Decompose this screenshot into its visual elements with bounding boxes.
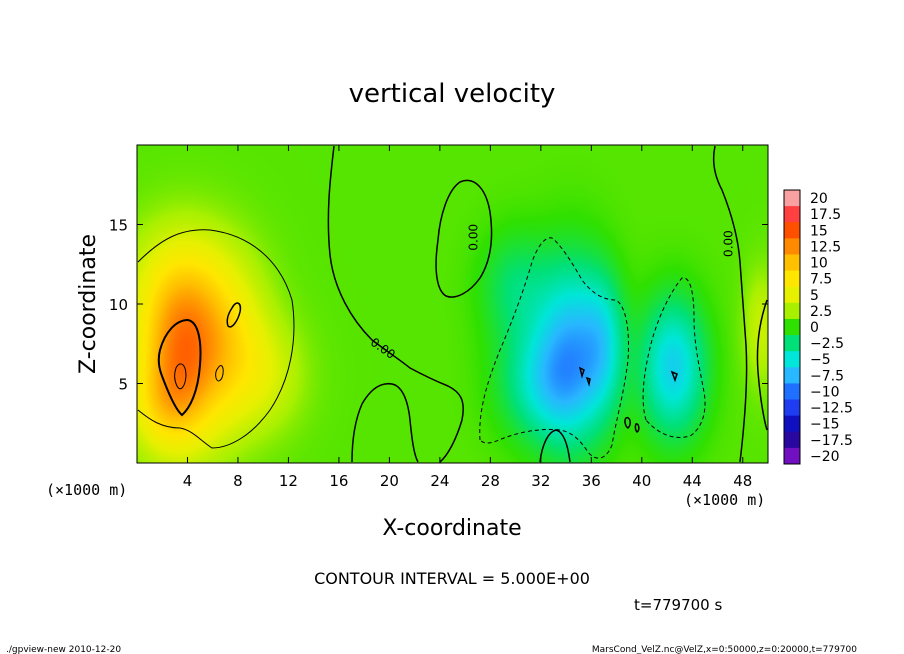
x-tick-label: 16 (329, 472, 348, 490)
x-tick-label: 28 (481, 472, 500, 490)
colorbar-swatch (784, 447, 800, 465)
colorbar-label: −15 (810, 417, 840, 433)
colorbar-label: 10 (810, 256, 828, 272)
x-unit-label-right: (×1000 m) (684, 491, 765, 509)
colorbar-swatch (784, 302, 800, 320)
contour-zero-left (137, 229, 295, 449)
y-tick-label: 10 (109, 296, 128, 314)
x-tick-label: 4 (183, 472, 193, 490)
colorbar-label: 17.5 (810, 207, 841, 223)
y-tick-label: 15 (109, 217, 128, 235)
x-tick-label: 8 (233, 472, 243, 490)
colorbar-swatch (784, 222, 800, 239)
colorbar-label: 2.5 (810, 304, 832, 320)
colorbar-label: −12.5 (810, 401, 853, 417)
colorbar-swatch (784, 383, 800, 401)
chart-title: vertical velocity (349, 79, 556, 109)
footer-left: ./gpview-new 2010-12-20 (6, 645, 121, 654)
x-tick-label: 36 (582, 472, 601, 490)
colorbar: 2017.51512.5107.552.50−2.5−5−7.5−10−12.5… (783, 189, 853, 465)
x-axis-label: X-coordinate (382, 516, 521, 541)
colorbar-swatch (784, 431, 800, 449)
colorbar-swatch (784, 367, 800, 384)
colorbar-swatch (784, 335, 800, 352)
x-unit-label-left: (×1000 m) (46, 481, 127, 499)
colorbar-label: −2.5 (810, 336, 844, 352)
heatmap-field (137, 145, 768, 463)
x-tick-label: 32 (531, 472, 550, 490)
contour-minus5-a (479, 237, 629, 459)
contour-zero-rightedge (756, 299, 768, 431)
contour-plus5-inner (174, 363, 187, 390)
x-tick-label: 48 (733, 472, 752, 490)
colorbar-swatch (784, 270, 800, 288)
colorbar-swatches (784, 190, 800, 465)
colorbar-label: 5 (810, 288, 819, 304)
colorbar-swatch (784, 415, 800, 433)
contour-zero-blob (435, 179, 493, 298)
footer-right: MarsCond_VelZ.nc@VelZ,x=0:50000,z=0:2000… (592, 645, 857, 654)
colorbar-swatch (784, 238, 800, 255)
x-axis-ticks: 4 8 12 16 20 24 28 32 36 40 44 48 (183, 145, 752, 490)
x-tick-label: 44 (683, 472, 702, 490)
contour-interval: CONTOUR INTERVAL = 5.000E+00 (314, 569, 590, 588)
colorbar-label: −20 (810, 449, 840, 465)
colorbar-swatch (784, 351, 800, 368)
colorbar-label: 12.5 (810, 239, 841, 255)
colorbar-labels: 2017.51512.5107.552.50−2.5−5−7.5−10−12.5… (810, 191, 853, 465)
x-tick-label: 24 (430, 472, 449, 490)
contour-minus5-b (642, 277, 706, 438)
colorbar-swatch (784, 254, 800, 272)
contour-plus5-small-2 (215, 365, 224, 382)
contour-zero-middle (327, 145, 464, 463)
colorbar-swatch (784, 286, 800, 304)
contour-label: 0.00 (467, 224, 481, 251)
time-label: t=779700 s (634, 596, 722, 614)
x-tick-label: 12 (279, 472, 298, 490)
colorbar-label: −5 (810, 352, 831, 368)
colorbar-label: −10 (810, 384, 840, 400)
colorbar-label: 15 (810, 223, 828, 239)
x-tick-label: 20 (380, 472, 399, 490)
x-tick-label: 40 (632, 472, 651, 490)
colorbar-swatch (784, 190, 800, 207)
colorbar-label: −7.5 (810, 368, 844, 384)
y-axis-label: Z-coordinate (76, 234, 101, 374)
y-tick-label: 5 (118, 376, 128, 394)
colorbar-label: 7.5 (810, 272, 832, 288)
contour-lines (137, 145, 768, 463)
colorbar-label: 0 (810, 320, 819, 336)
colorbar-label: 20 (810, 191, 828, 207)
contour-plus5-left (157, 318, 202, 417)
plot-area: 0.00 0.000.00 (136, 144, 769, 464)
colorbar-label: −17.5 (810, 433, 853, 449)
contour-plus5-small-1 (226, 302, 242, 328)
colorbar-swatch (784, 399, 800, 417)
contour-zero-lower (351, 382, 419, 463)
colorbar-swatch (784, 318, 800, 336)
contour-label: 0.00 (722, 230, 736, 257)
contour-minus5-c (578, 366, 678, 433)
colorbar-swatch (784, 206, 800, 223)
contour-zero-right (712, 145, 748, 463)
y-axis-ticks: 5 10 15 (109, 217, 768, 394)
colorbar-frame (783, 189, 801, 465)
